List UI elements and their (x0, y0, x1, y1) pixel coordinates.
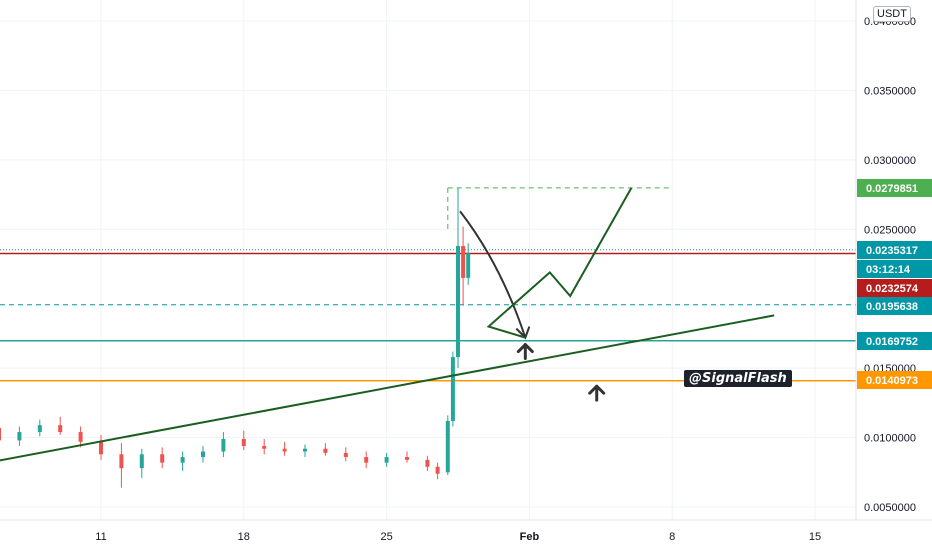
price-tag-label: 0.0195638 (866, 301, 918, 313)
horizontal-lines (0, 187, 856, 382)
price-tag-label: 0.0169752 (866, 336, 918, 348)
candle-body (180, 457, 185, 463)
candle-body (241, 439, 246, 446)
candle-body (139, 454, 144, 469)
up-arrow-icon (516, 343, 534, 361)
candle-body (119, 454, 124, 469)
candle-body (282, 448, 287, 452)
candle-body (364, 457, 369, 463)
candle-body (0, 427, 1, 441)
projection-path (486, 187, 633, 339)
x-tick-label: 15 (809, 531, 821, 543)
candle-body (461, 245, 466, 278)
up-arrow-icon (588, 384, 606, 402)
watermark-label: @SignalFlash (684, 370, 792, 387)
y-tick-label: 0.0250000 (864, 224, 916, 236)
x-tick-label: 18 (238, 531, 250, 543)
drawings (0, 187, 775, 462)
candle-body (450, 357, 455, 421)
candle-body (37, 425, 42, 433)
candle-body (343, 452, 348, 458)
candle-body (303, 448, 307, 452)
candle-body (17, 432, 22, 441)
price-tag (857, 371, 932, 389)
currency-badge[interactable]: USDT (873, 6, 911, 22)
candle-body (58, 425, 63, 433)
price-tag-label: 0.0235317 (866, 245, 918, 257)
price-tag (857, 241, 932, 259)
candle-body (456, 245, 460, 358)
candle-body (384, 457, 389, 463)
y-tick-label: 0.0050000 (864, 502, 916, 514)
candle-body (262, 445, 267, 449)
y-tick-label: 0.0100000 (864, 433, 916, 445)
x-tick-label: 25 (380, 531, 392, 543)
price-tag (857, 260, 932, 278)
price-tag (857, 332, 932, 350)
price-tags: 0.0279851 0.0235317 03:12:14 0.0232574 0.019… (857, 179, 932, 389)
x-tick-label: 11 (95, 531, 106, 543)
candle-body (78, 432, 83, 442)
price-tag-label: 0.0279851 (866, 183, 918, 195)
price-tag-label: 0.0232574 (866, 283, 919, 295)
candle-body (323, 448, 328, 453)
y-tick-label: 0.0300000 (864, 155, 916, 167)
trendline (0, 314, 775, 462)
curved-arrow (459, 210, 527, 338)
candle-body (405, 457, 409, 460)
candle-body (160, 454, 165, 463)
price-tag-label: 03:12:14 (866, 264, 911, 276)
grid (0, 0, 856, 520)
candle-body (445, 420, 450, 473)
candle-body (99, 441, 103, 455)
x-tick-label: Feb (520, 531, 540, 543)
candle-body (435, 466, 440, 474)
price-tag (857, 179, 932, 197)
candles (0, 187, 471, 488)
candle-body (466, 253, 471, 278)
y-tick-label: 0.0350000 (864, 85, 916, 97)
price-tag (857, 297, 932, 315)
candle-body (425, 459, 430, 467)
price-tag-label: 0.0140973 (866, 375, 918, 387)
candle-body (221, 439, 226, 452)
x-tick-label: 8 (669, 531, 675, 543)
candle-body (201, 451, 205, 458)
price-tag (857, 279, 932, 297)
